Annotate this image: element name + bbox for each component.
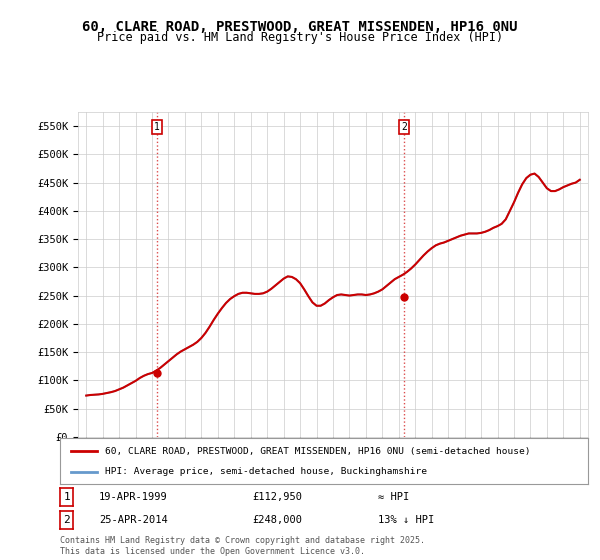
Text: 1: 1 <box>63 492 70 502</box>
Text: HPI: Average price, semi-detached house, Buckinghamshire: HPI: Average price, semi-detached house,… <box>105 467 427 476</box>
Text: 60, CLARE ROAD, PRESTWOOD, GREAT MISSENDEN, HP16 0NU: 60, CLARE ROAD, PRESTWOOD, GREAT MISSEND… <box>82 20 518 34</box>
Text: 2: 2 <box>401 122 407 132</box>
Text: 60, CLARE ROAD, PRESTWOOD, GREAT MISSENDEN, HP16 0NU (semi-detached house): 60, CLARE ROAD, PRESTWOOD, GREAT MISSEND… <box>105 447 530 456</box>
Text: 19-APR-1999: 19-APR-1999 <box>99 492 168 502</box>
Text: 1: 1 <box>154 122 160 132</box>
Text: £112,950: £112,950 <box>252 492 302 502</box>
Text: Price paid vs. HM Land Registry's House Price Index (HPI): Price paid vs. HM Land Registry's House … <box>97 31 503 44</box>
Text: Contains HM Land Registry data © Crown copyright and database right 2025.
This d: Contains HM Land Registry data © Crown c… <box>60 536 425 556</box>
Text: 25-APR-2014: 25-APR-2014 <box>99 515 168 525</box>
Text: ≈ HPI: ≈ HPI <box>378 492 409 502</box>
Text: £248,000: £248,000 <box>252 515 302 525</box>
Text: 2: 2 <box>63 515 70 525</box>
Text: 13% ↓ HPI: 13% ↓ HPI <box>378 515 434 525</box>
